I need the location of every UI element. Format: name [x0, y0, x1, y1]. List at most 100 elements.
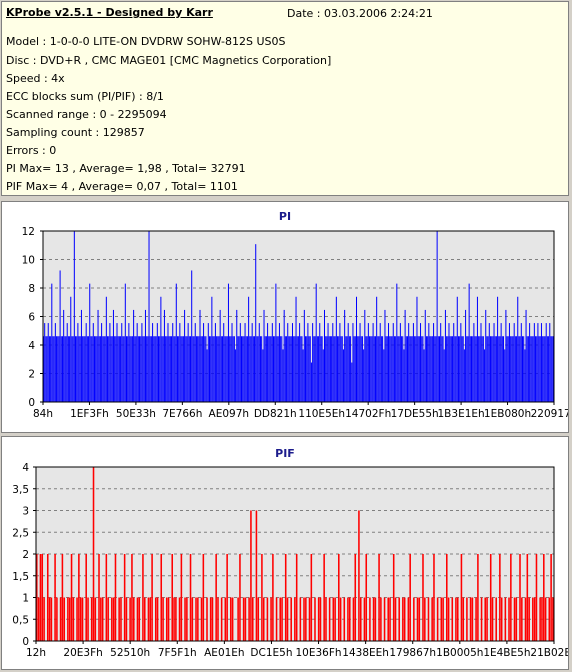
pif-bar	[46, 554, 49, 641]
pif-bar	[294, 597, 296, 641]
pi-bar	[227, 283, 229, 402]
pi-bar	[162, 336, 164, 402]
pi-chart: 0 2 4 6 8 10 12 84h 1EF3Fh 50E33h 7E766h AE097h DD82…	[22, 226, 568, 420]
pi-bar	[77, 323, 79, 402]
pif-bar	[477, 554, 479, 641]
pi-bar	[261, 336, 263, 402]
pi-y-tick-label: 10	[22, 255, 35, 267]
pi-bar	[206, 349, 208, 402]
model-line: Model : 1-0-0-0 LITE-ON DVDRW SOHW-812S …	[6, 35, 286, 48]
pif-bar	[466, 597, 468, 641]
pi-bar	[268, 336, 270, 402]
pi-bar	[523, 336, 525, 402]
pi-bar	[231, 323, 233, 402]
pi-bar	[390, 336, 392, 402]
pi-bar	[107, 336, 109, 402]
pif-bar	[184, 597, 186, 641]
pi-bar	[101, 323, 103, 402]
pi-bar	[152, 323, 154, 402]
pi-bar	[365, 336, 367, 402]
pi-bar	[210, 336, 212, 402]
pi-bar	[396, 283, 398, 402]
pi-bar	[303, 309, 305, 402]
pi-bar	[271, 323, 273, 402]
pi-bar	[364, 309, 366, 402]
pi-bar	[240, 336, 243, 402]
pi-bar	[192, 336, 194, 402]
pi-bar	[281, 336, 283, 402]
pif-bar	[418, 597, 421, 641]
pif-bar	[136, 597, 139, 641]
pi-bar	[332, 323, 334, 402]
pi-bar	[220, 336, 222, 402]
pi-bar	[361, 336, 363, 402]
pif-bar	[489, 554, 492, 641]
pif-bar	[508, 597, 510, 641]
pif-bar	[471, 597, 474, 641]
pi-bar	[539, 336, 541, 402]
pi-bar	[105, 296, 107, 402]
pif-bar	[319, 597, 322, 641]
pi-bar	[462, 336, 464, 402]
pi-bar	[122, 336, 124, 402]
pif-bar	[407, 597, 410, 641]
pi-bar	[389, 336, 391, 402]
pif-bar	[94, 597, 97, 641]
pi-bar	[239, 323, 241, 402]
pi-bar	[344, 309, 346, 402]
pif-bar	[100, 597, 102, 641]
pif-bar	[281, 597, 283, 641]
pi-bar	[520, 323, 522, 402]
pif-bar	[387, 597, 389, 641]
pi-bar	[529, 323, 531, 402]
pif-bar	[180, 554, 183, 641]
pi-bar	[482, 336, 484, 402]
pif-bar	[120, 597, 122, 641]
pif-bar	[125, 597, 128, 641]
pi-bar	[258, 323, 260, 402]
pif-bar	[338, 554, 340, 641]
pif-bar	[431, 597, 433, 641]
pi-bar	[165, 336, 167, 402]
scan-date: Date : 03.03.2006 2:24:21	[287, 7, 433, 20]
pif-bar	[72, 597, 75, 641]
pi-bar	[494, 336, 496, 402]
pif-bar	[215, 554, 217, 641]
pi-bar	[395, 336, 397, 402]
pif-chart: 0 0,5 1 1,5 2 2,5 3 3,5 4 12h 20E3Fh 52510h 7F5F1h AE…	[12, 462, 568, 659]
pif-bar	[239, 554, 241, 641]
pi-bar	[158, 336, 160, 402]
pif-bar	[67, 597, 69, 641]
pi-bar	[264, 336, 266, 402]
pi-bar	[155, 336, 157, 402]
pi-bar	[542, 336, 544, 402]
pif-bar	[147, 597, 150, 641]
pi-bar	[204, 336, 206, 402]
pi-bar	[61, 336, 63, 402]
pi-bar	[484, 349, 486, 402]
pi-bar	[446, 336, 448, 402]
pi-bar	[469, 336, 471, 402]
pi-bar	[535, 336, 537, 402]
pif-bar	[151, 554, 153, 641]
pif-bar	[515, 597, 518, 641]
pi-bar	[154, 336, 156, 402]
pif-bar	[217, 597, 219, 641]
pif-bar	[363, 597, 366, 641]
pi-bar	[287, 323, 289, 402]
pi-bar	[295, 296, 297, 402]
pi-bar	[283, 309, 285, 402]
pif-bar	[519, 554, 521, 641]
pi-bar	[485, 309, 487, 402]
pif-bar	[54, 554, 56, 641]
pi-bar	[546, 336, 548, 402]
pif-bar	[359, 597, 362, 641]
pif-bar	[165, 597, 168, 641]
pi-bar	[550, 336, 552, 402]
pi-bar	[512, 336, 514, 402]
pi-bar	[67, 336, 69, 402]
pi-bar	[244, 323, 246, 402]
pi-bar	[450, 336, 452, 402]
pi-bar	[334, 336, 336, 402]
pif-bar	[129, 597, 131, 641]
